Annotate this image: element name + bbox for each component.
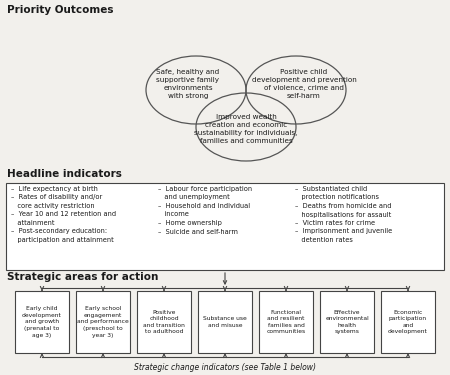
FancyBboxPatch shape: [137, 291, 191, 353]
Text: Strategic change indicators (see Table 1 below): Strategic change indicators (see Table 1…: [134, 363, 316, 372]
FancyBboxPatch shape: [198, 291, 252, 353]
Text: Positive
childhood
and transition
to adulthood: Positive childhood and transition to adu…: [143, 310, 185, 334]
Text: Functional
and resilient
families and
communities: Functional and resilient families and co…: [266, 310, 306, 334]
FancyBboxPatch shape: [381, 291, 435, 353]
Text: Safe, healthy and
supportive family
environments
with strong: Safe, healthy and supportive family envi…: [157, 69, 220, 99]
FancyBboxPatch shape: [6, 183, 444, 270]
Text: Early child
development
and growth
(prenatal to
age 3): Early child development and growth (pren…: [22, 306, 62, 338]
FancyBboxPatch shape: [259, 291, 313, 353]
FancyBboxPatch shape: [15, 291, 69, 353]
FancyBboxPatch shape: [320, 291, 374, 353]
Text: Headline indicators: Headline indicators: [7, 169, 122, 179]
Text: –  Substantiated child
   protection notifications
–  Deaths from homicide and
 : – Substantiated child protection notific…: [295, 186, 392, 243]
Text: Positive child
development and prevention
of violence, crime and
self-harm: Positive child development and preventio…: [252, 69, 356, 99]
Text: Effective
environmental
health
systems: Effective environmental health systems: [325, 310, 369, 334]
FancyBboxPatch shape: [76, 291, 130, 353]
Text: Strategic areas for action: Strategic areas for action: [7, 272, 158, 282]
Text: –  Labour force participation
   and unemployment
–  Household and individual
  : – Labour force participation and unemplo…: [158, 186, 252, 234]
Text: –  Life expectancy at birth
–  Rates of disability and/or
   core activity restr: – Life expectancy at birth – Rates of di…: [11, 186, 116, 243]
Text: Improved wealth
creation and economic
sustainability for individuals,
families a: Improved wealth creation and economic su…: [194, 114, 298, 144]
Text: Early school
engagement
and performance
(preschool to
year 3): Early school engagement and performance …: [77, 306, 129, 338]
Text: Substance use
and misuse: Substance use and misuse: [203, 316, 247, 328]
Text: Priority Outcomes: Priority Outcomes: [7, 5, 113, 15]
Text: Economic
participation
and
development: Economic participation and development: [388, 310, 428, 334]
